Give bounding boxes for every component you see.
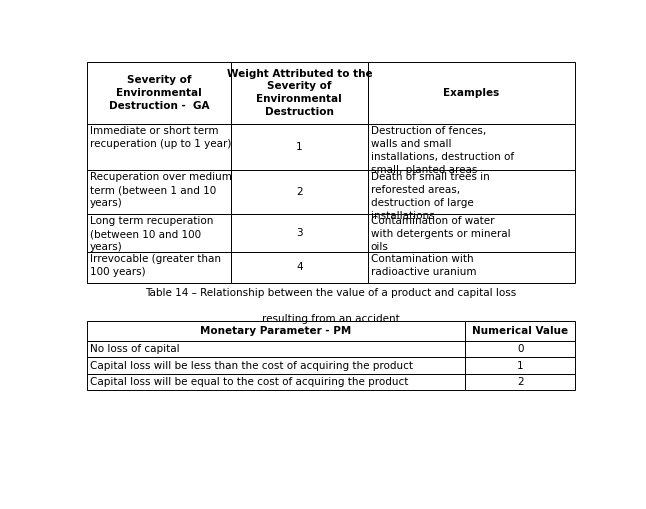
Bar [87, 374, 466, 390]
Text: Capital loss will be equal to the cost of acquiring the product: Capital loss will be equal to the cost o… [90, 377, 408, 387]
Text: Capital loss will be less than the cost of acquiring the product: Capital loss will be less than the cost … [90, 360, 413, 371]
Bar [231, 124, 368, 170]
Text: Death of small trees in
reforested areas,
destruction of large
installations: Death of small trees in reforested areas… [371, 173, 490, 221]
Bar [87, 214, 231, 251]
Text: Immediate or short term
recuperation (up to 1 year): Immediate or short term recuperation (up… [90, 126, 231, 149]
Bar [466, 374, 576, 390]
Bar [368, 251, 576, 283]
Bar [231, 251, 368, 283]
Text: Recuperation over medium
term (between 1 and 10
years): Recuperation over medium term (between 1… [90, 173, 232, 208]
Text: No loss of capital: No loss of capital [90, 344, 180, 354]
Bar [231, 62, 368, 124]
Bar [87, 251, 231, 283]
Text: Irrevocable (greater than
100 years): Irrevocable (greater than 100 years) [90, 254, 221, 277]
Bar [87, 321, 466, 341]
Bar [368, 214, 576, 251]
Bar [466, 341, 576, 357]
Text: 0: 0 [517, 344, 524, 354]
Text: Monetary Parameter - PM: Monetary Parameter - PM [200, 326, 351, 336]
Bar [87, 62, 231, 124]
Bar [87, 341, 466, 357]
Text: 4: 4 [296, 262, 302, 272]
Bar [87, 124, 231, 170]
Text: 3: 3 [296, 228, 302, 238]
Bar [231, 214, 368, 251]
Bar [231, 170, 368, 214]
Text: 1: 1 [517, 360, 524, 371]
Text: Table 14 – Relationship between the value of a product and capital loss

resulti: Table 14 – Relationship between the valu… [145, 288, 517, 324]
Text: Contamination with
radioactive uranium: Contamination with radioactive uranium [371, 254, 476, 277]
Text: Contamination of water
with detergents or mineral
oils: Contamination of water with detergents o… [371, 216, 510, 252]
Text: Weight Attributed to the
Severity of
Environmental
Destruction: Weight Attributed to the Severity of Env… [227, 69, 372, 117]
Text: Examples: Examples [443, 88, 500, 98]
Text: 2: 2 [517, 377, 524, 387]
Text: 2: 2 [296, 187, 302, 197]
Bar [87, 170, 231, 214]
Bar [368, 62, 576, 124]
Bar [368, 124, 576, 170]
Bar [466, 321, 576, 341]
Text: 1: 1 [296, 142, 302, 152]
Text: Destruction of fences,
walls and small
installations, destruction of
small, plan: Destruction of fences, walls and small i… [371, 126, 514, 175]
Text: Severity of
Environmental
Destruction -  GA: Severity of Environmental Destruction - … [109, 75, 209, 110]
Bar [368, 170, 576, 214]
Text: Numerical Value: Numerical Value [472, 326, 568, 336]
Bar [466, 357, 576, 374]
Bar [87, 357, 466, 374]
Text: Long term recuperation
(between 10 and 100
years): Long term recuperation (between 10 and 1… [90, 216, 213, 252]
